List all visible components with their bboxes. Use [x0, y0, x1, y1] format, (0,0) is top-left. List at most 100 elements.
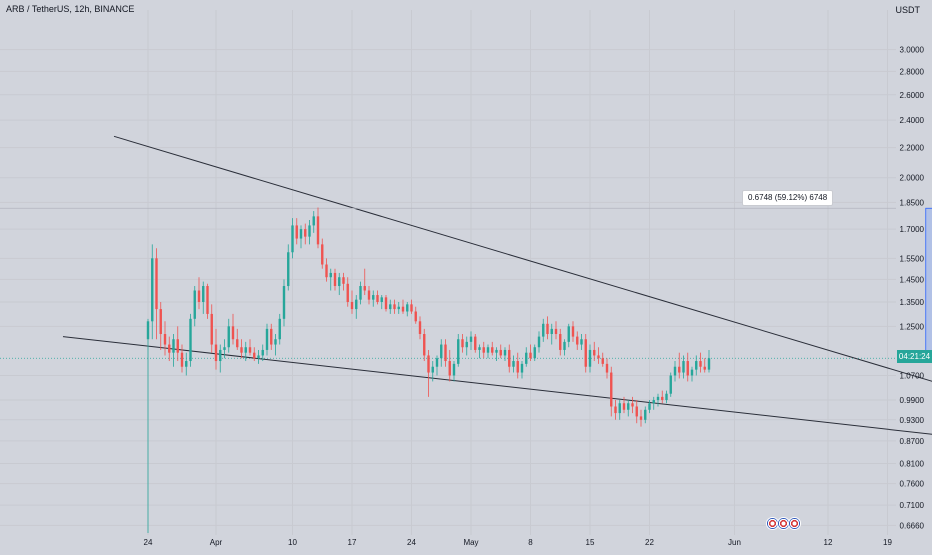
measure-label: 0.6748 (59.12%) 6748 — [742, 190, 834, 206]
candle-body — [550, 328, 553, 335]
candle-body — [610, 372, 613, 407]
candle-body — [639, 416, 643, 420]
y-tick-label: 0.9300 — [900, 416, 925, 425]
candle-body — [457, 339, 460, 364]
candle-body — [265, 328, 269, 350]
candle-body — [176, 339, 179, 353]
x-tick-label: 12 — [824, 538, 833, 547]
candle-body — [427, 355, 430, 373]
us-flag-icon[interactable] — [788, 517, 801, 530]
currency-label[interactable]: USDT — [895, 5, 921, 15]
candle-body — [168, 344, 171, 353]
measure-tool — [0, 207, 932, 356]
candle-body — [512, 361, 515, 367]
candle-body — [312, 216, 315, 226]
candle-body — [593, 349, 596, 356]
candle-body — [461, 339, 464, 348]
candle-body — [448, 361, 451, 376]
candle-body — [418, 321, 422, 335]
candle-body — [576, 336, 579, 345]
candle-body — [155, 258, 158, 310]
candle-body — [474, 336, 477, 350]
candle-body — [202, 286, 205, 302]
y-tick-label: 1.2500 — [900, 322, 925, 331]
candle-body — [588, 349, 592, 367]
price-axis: 3.0000 2.8000 2.6000 2.4000 2.2000 2.0000 1.85… — [900, 46, 925, 531]
candle-body — [291, 225, 294, 253]
candle-body — [236, 339, 239, 348]
candle-body — [355, 299, 358, 310]
candle-body — [325, 264, 328, 278]
x-tick-label: 22 — [645, 538, 654, 547]
candle-body — [491, 347, 494, 353]
candle-body — [244, 347, 247, 353]
candle-body — [499, 349, 502, 356]
x-tick-label: Jun — [728, 538, 741, 547]
candle-body — [482, 347, 485, 353]
candle-body — [278, 318, 281, 340]
candle-body — [703, 366, 706, 370]
trendline — [113, 135, 932, 382]
candle-body — [299, 229, 303, 239]
candle-body — [597, 355, 600, 359]
y-tick-label: 2.8000 — [900, 67, 925, 76]
candle-body — [635, 406, 638, 417]
candle-body — [389, 304, 392, 310]
candle-body — [690, 369, 694, 376]
candle-body — [571, 326, 575, 337]
candle-body — [414, 311, 417, 322]
candle-body — [444, 344, 447, 362]
candle-body — [342, 277, 345, 284]
candle-body — [270, 328, 273, 345]
candle-body — [329, 272, 332, 278]
candle-body — [508, 349, 511, 367]
candle-body — [197, 290, 201, 302]
candle-body — [227, 326, 230, 348]
candle-body — [248, 347, 252, 353]
candle-body — [699, 361, 702, 367]
time-axis: 24Apr101724May81522Jun1219Jul10 — [144, 538, 893, 547]
candle-body — [665, 393, 668, 401]
chart-title: ARB / TetherUS, 12h, BINANCE — [6, 4, 135, 14]
candle-body — [350, 301, 354, 310]
candle-body — [678, 366, 681, 373]
y-tick-label: 2.4000 — [900, 116, 925, 125]
candle-body — [185, 361, 188, 367]
candle-body — [614, 406, 617, 414]
candle-body — [601, 358, 604, 364]
candle-body — [644, 409, 647, 420]
y-tick-label: 0.8100 — [900, 459, 925, 468]
trendline — [62, 336, 932, 435]
y-tick-label: 0.7600 — [900, 480, 925, 489]
candle-body — [146, 321, 150, 340]
candle-body — [682, 361, 685, 373]
candle-body — [554, 328, 558, 335]
y-tick-label: 2.0000 — [900, 174, 925, 183]
y-tick-label: 0.9900 — [900, 396, 925, 405]
x-tick-label: 15 — [586, 538, 595, 547]
candle-body — [478, 347, 481, 350]
candle-body — [172, 339, 175, 353]
y-tick-label: 1.4500 — [900, 275, 925, 284]
candle-body — [452, 363, 456, 376]
grid-lines — [0, 10, 896, 535]
candle-body — [529, 352, 532, 359]
candle-body — [559, 334, 562, 350]
candle-body — [406, 304, 409, 312]
candle-body — [274, 339, 277, 345]
candle-body — [410, 304, 413, 312]
candle-body — [384, 297, 388, 310]
candle-body — [584, 339, 587, 367]
candle-body — [486, 347, 490, 353]
candle-body — [316, 216, 320, 245]
candle-body — [440, 344, 443, 359]
economic-events[interactable] — [766, 517, 801, 530]
candle-body — [210, 313, 213, 345]
candle-body — [346, 283, 349, 302]
candle-body — [189, 318, 192, 362]
candle-body — [661, 396, 664, 401]
x-tick-label: May — [463, 538, 478, 547]
candle-body — [151, 258, 154, 322]
